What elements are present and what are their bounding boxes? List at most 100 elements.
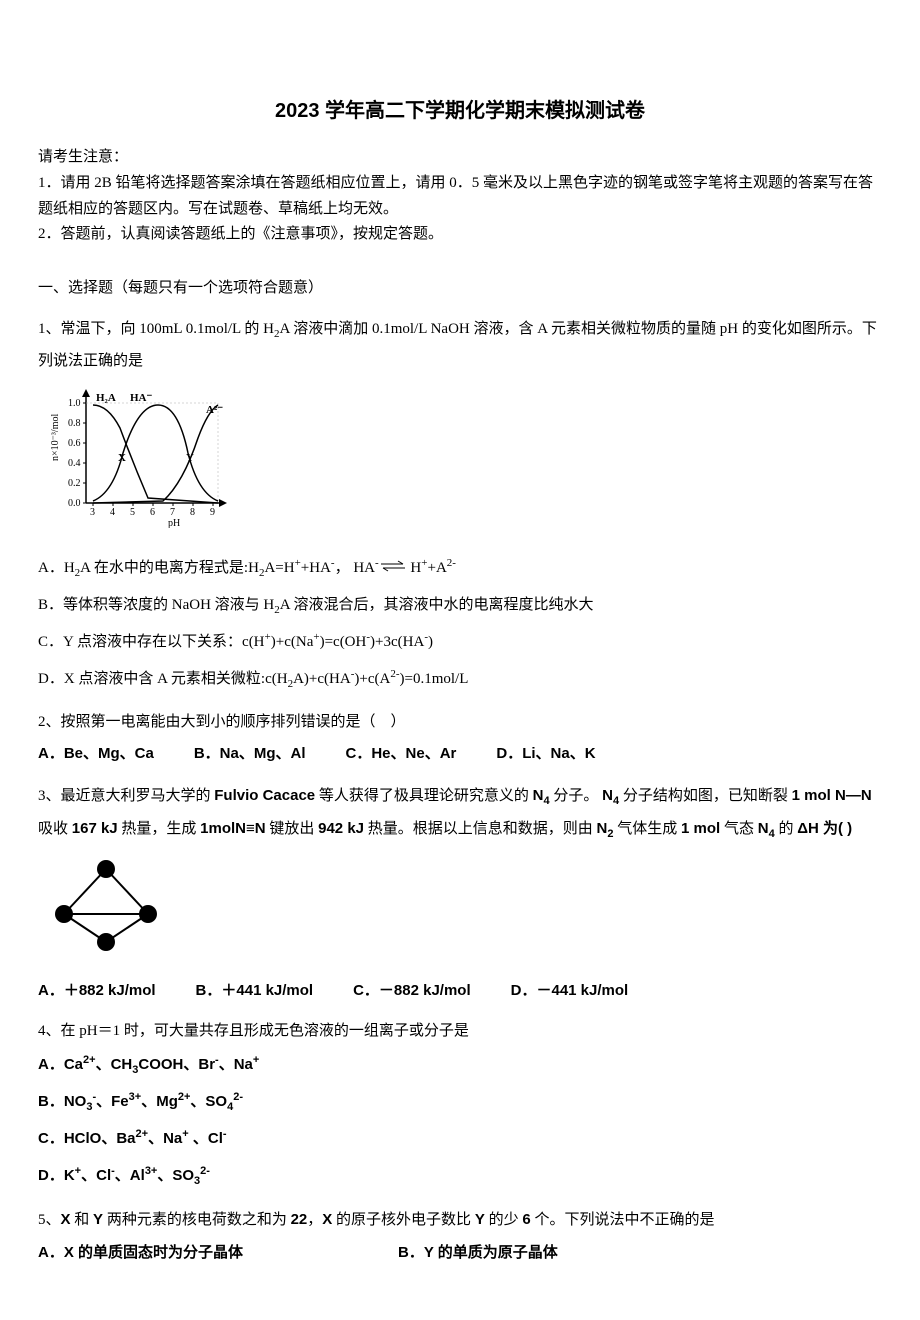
q5-b5: Y xyxy=(475,1211,485,1228)
q1-opt-c: C．Y 点溶液中存在以下关系：c(H+)+c(Na+)=c(OH-)+3c(HA… xyxy=(38,625,882,660)
q4a-3: COOH、Br xyxy=(138,1056,215,1073)
q3-b1: Fulvio Cacace xyxy=(214,787,315,804)
q5b-2: 的单质为原子晶体 xyxy=(434,1244,558,1261)
q5a-2: 的单质固态时为分子晶体 xyxy=(74,1244,243,1261)
q3-opt-a: A．＋882 kJ/mol xyxy=(38,975,156,1007)
q2-opt-d: D．Li、Na、K xyxy=(496,738,595,770)
q5-b2: Y xyxy=(93,1211,103,1228)
q1d-3: )+c(A xyxy=(354,671,390,687)
q1c-1: C．Y 点溶液中存在以下关系：c(H xyxy=(38,634,265,650)
q3-opt-d: D．－441 kJ/mol xyxy=(511,975,629,1007)
section-1-header: 一、选择题（每题只有一个选项符合题意） xyxy=(38,276,882,300)
q4-opt-a: A．Ca2+、CH3COOH、Br-、Na+ xyxy=(38,1048,882,1083)
q2-stem: 2、按照第一电离能由大到小的顺序排列错误的是（ ） xyxy=(38,707,882,739)
q4b-3: 、Mg xyxy=(141,1093,178,1110)
svg-text:0.6: 0.6 xyxy=(68,438,81,449)
q1-opt-a: A．H2A 在水中的电离方程式是:H2A=H++HA-， HA- H++A2- xyxy=(38,551,882,586)
q1a-3: A=H xyxy=(264,560,294,576)
q1-chart: 0.0 0.2 0.4 0.6 0.8 1.0 xyxy=(48,383,882,541)
q4d-2: 、Cl xyxy=(81,1167,111,1184)
q1c-2: )+c(Na xyxy=(271,634,314,650)
q3-s9: 气体生成 xyxy=(614,821,682,837)
svg-text:5: 5 xyxy=(130,507,135,518)
q1b-2: A 溶液混合后，其溶液中水的电离程度比纯水大 xyxy=(280,597,594,613)
question-4: 4、在 pH＝1 时，可大量共存且形成无色溶液的一组离子或分子是 A．Ca2+、… xyxy=(38,1016,882,1194)
q5-s3: 两种元素的核电荷数之和为 xyxy=(103,1212,291,1228)
q5-b3: 22 xyxy=(291,1211,308,1228)
svg-text:0.8: 0.8 xyxy=(68,418,81,429)
svg-text:0.2: 0.2 xyxy=(68,478,81,489)
q1d-2: A)+c(HA xyxy=(293,671,351,687)
q3-opt-b: B．＋441 kJ/mol xyxy=(196,975,314,1007)
q5-s4: ， xyxy=(307,1212,322,1228)
question-1: 1、常温下，向 100mL 0.1mol/L 的 H2A 溶液中滴加 0.1mo… xyxy=(38,314,882,697)
q5a-1: A． xyxy=(38,1244,64,1261)
svg-text:X: X xyxy=(118,452,126,464)
svg-text:H₂A: H₂A xyxy=(96,392,116,404)
q5b-1: B． xyxy=(398,1244,424,1261)
svg-text:1.0: 1.0 xyxy=(68,398,81,409)
q1b-1: B．等体积等浓度的 NaOH 溶液与 H xyxy=(38,597,274,613)
q4b-2: 、Fe xyxy=(96,1093,129,1110)
q3-s4: 分子结构如图，已知断裂 xyxy=(619,788,792,804)
q5-options: A．X 的单质固态时为分子晶体 B．Y 的单质为原子晶体 xyxy=(38,1237,882,1271)
q4a-4: 、Na xyxy=(219,1056,253,1073)
svg-text:HA⁻: HA⁻ xyxy=(130,392,153,404)
q5-s7: 个。下列说法中不正确的是 xyxy=(531,1212,715,1228)
page-title: 2023 学年高二下学期化学期末模拟测试卷 xyxy=(38,95,882,127)
q5-s6: 的少 xyxy=(485,1212,523,1228)
q3-b8: N xyxy=(597,820,608,837)
svg-text:0.0: 0.0 xyxy=(68,498,81,509)
q5a-b: X xyxy=(64,1244,74,1261)
q4a-1: A．Ca xyxy=(38,1056,83,1073)
q1-stem: 1、常温下，向 100mL 0.1mol/L 的 H2A 溶液中滴加 0.1mo… xyxy=(38,314,882,378)
q3-s1: 3、最近意大利罗马大学的 xyxy=(38,788,214,804)
q1c-5: ) xyxy=(428,634,433,650)
q4-opt-c: C．HClO、Ba2+、Na+ 、Cl- xyxy=(38,1122,882,1157)
q1-options: A．H2A 在水中的电离方程式是:H2A=H++HA-， HA- H++A2- … xyxy=(38,551,882,697)
svg-text:pH: pH xyxy=(168,518,180,528)
q3-b11: ΔH xyxy=(797,820,819,837)
q2-opt-a: A．Be、Mg、Ca xyxy=(38,738,154,770)
q4d-3: 、Al xyxy=(115,1167,145,1184)
svg-text:6: 6 xyxy=(150,507,155,518)
svg-text:9: 9 xyxy=(210,507,215,518)
q5-opt-b: B．Y 的单质为原子晶体 xyxy=(398,1237,558,1269)
q4d-1: D．K xyxy=(38,1167,75,1184)
q2-opt-c: C．He、Ne、Ar xyxy=(346,738,457,770)
q3-options: A．＋882 kJ/mol B．＋441 kJ/mol C．－882 kJ/mo… xyxy=(38,975,882,1007)
q5-b4: X xyxy=(322,1211,332,1228)
q1-opt-d: D．X 点溶液中含 A 元素相关微粒:c(H2A)+c(HA-)+c(A2-)=… xyxy=(38,662,882,697)
q4-options: A．Ca2+、CH3COOH、Br-、Na+ B．NO3-、Fe3+、Mg2+、… xyxy=(38,1048,882,1194)
q3-s7: 键放出 xyxy=(266,821,319,837)
q3-s6: 热量，生成 xyxy=(118,821,201,837)
q3-b10: N xyxy=(758,820,769,837)
q5-s5: 的原子核外电子数比 xyxy=(332,1212,475,1228)
svg-text:0.4: 0.4 xyxy=(68,458,81,469)
q4b-1: B．NO xyxy=(38,1093,86,1110)
q1d-4: )=0.1mol/L xyxy=(399,671,468,687)
notice-line-2: 2．答题前，认真阅读答题纸上的《注意事项》，按规定答题。 xyxy=(38,222,882,248)
svg-text:3: 3 xyxy=(90,507,95,518)
q3-b7: 942 kJ xyxy=(318,820,364,837)
q4-stem: 4、在 pH＝1 时，可大量共存且形成无色溶液的一组离子或分子是 xyxy=(38,1016,882,1048)
q1a-1: A．H xyxy=(38,560,75,576)
q3-s8: 热量。根据以上信息和数据，则由 xyxy=(364,821,597,837)
svg-text:n×10⁻³/mol: n×10⁻³/mol xyxy=(50,414,61,461)
q4a-2: 、CH xyxy=(96,1056,133,1073)
q3-s5: 吸收 xyxy=(38,821,72,837)
q3-b3: N xyxy=(602,787,613,804)
question-5: 5、X 和 Y 两种元素的核电荷数之和为 22，X 的原子核外电子数比 Y 的少… xyxy=(38,1204,882,1270)
q4-opt-d: D．K+、Cl-、Al3+、SO32- xyxy=(38,1159,882,1194)
q3-b6: 1molN≡N xyxy=(200,820,265,837)
q4c-2: 、Na xyxy=(148,1130,182,1147)
q3-s10: 气态 xyxy=(720,821,758,837)
svg-text:8: 8 xyxy=(190,507,195,518)
q3-s3: 分子。 xyxy=(550,788,603,804)
q5-s1: 5、 xyxy=(38,1212,61,1228)
q4c-3: 、Cl xyxy=(189,1130,223,1147)
svg-text:Y: Y xyxy=(186,452,194,464)
q5-b6: 6 xyxy=(522,1211,530,1228)
q1a-7: +A xyxy=(427,560,446,576)
q3-stem: 3、最近意大利罗马大学的 Fulvio Cacace 等人获得了极具理论研究意义… xyxy=(38,780,882,846)
